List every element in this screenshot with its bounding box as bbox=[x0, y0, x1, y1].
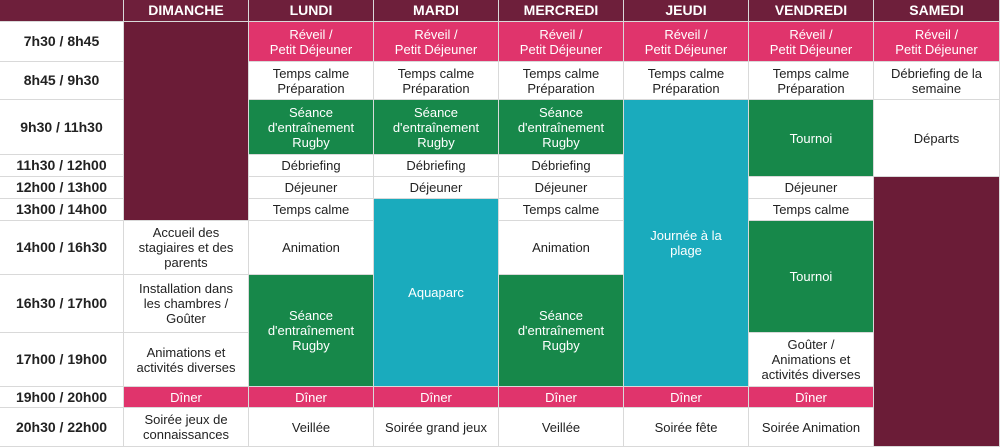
time-slot: 16h30 / 17h00 bbox=[0, 275, 123, 332]
activity-cell: Tournoi bbox=[749, 100, 873, 176]
activity-cell: Réveil / Petit Déjeuner bbox=[374, 22, 498, 61]
activity-cell: Dîner bbox=[499, 387, 623, 407]
activity-cell: Réveil / Petit Déjeuner bbox=[874, 22, 999, 61]
activity-cell: Temps calme bbox=[499, 199, 623, 220]
activity-cell: Déjeuner bbox=[374, 177, 498, 198]
time-slot: 13h00 / 14h00 bbox=[0, 199, 123, 220]
activity-cell: Débriefing de la semaine bbox=[874, 62, 999, 99]
activity-cell: Temps calme Préparation bbox=[749, 62, 873, 99]
activity-cell: Animation bbox=[249, 221, 373, 274]
activity-cell: Réveil / Petit Déjeuner bbox=[499, 22, 623, 61]
time-slot: 19h00 / 20h00 bbox=[0, 387, 123, 407]
activity-cell: Réveil / Petit Déjeuner bbox=[624, 22, 748, 61]
activity-cell: Goûter / Animations et activités diverse… bbox=[749, 333, 873, 386]
activity-cell: Dîner bbox=[374, 387, 498, 407]
activity-cell: Tournoi bbox=[749, 221, 873, 332]
activity-cell: Réveil / Petit Déjeuner bbox=[249, 22, 373, 61]
activity-cell: Débriefing bbox=[374, 155, 498, 176]
activity-cell: Animation bbox=[499, 221, 623, 274]
day-header: SAMEDI bbox=[874, 0, 999, 21]
time-slot: 20h30 / 22h00 bbox=[0, 408, 123, 446]
time-slot: 12h00 / 13h00 bbox=[0, 177, 123, 198]
activity-cell: Accueil des stagiaires et des parents bbox=[124, 221, 248, 274]
time-slot: 14h00 / 16h30 bbox=[0, 221, 123, 274]
activity-cell: Temps calme Préparation bbox=[249, 62, 373, 99]
activity-cell: Débriefing bbox=[249, 155, 373, 176]
activity-cell: Installation dans les chambres / Goûter bbox=[124, 275, 248, 332]
activity-cell: Déjeuner bbox=[749, 177, 873, 198]
activity-cell: Dîner bbox=[124, 387, 248, 407]
activity-cell: Temps calme Préparation bbox=[624, 62, 748, 99]
activity-cell: Dîner bbox=[249, 387, 373, 407]
activity-cell: Séance d'entraînement Rugby bbox=[499, 275, 623, 386]
activity-cell: Déjeuner bbox=[499, 177, 623, 198]
day-header: LUNDI bbox=[249, 0, 373, 21]
day-header: MERCREDI bbox=[499, 0, 623, 21]
empty-cell bbox=[874, 177, 999, 446]
activity-cell: Débriefing bbox=[499, 155, 623, 176]
header-corner bbox=[0, 0, 123, 21]
activity-cell: Séance d'entraînement Rugby bbox=[249, 100, 373, 154]
time-slot: 11h30 / 12h00 bbox=[0, 155, 123, 176]
activity-cell: Soirée grand jeux bbox=[374, 408, 498, 446]
day-header: MARDI bbox=[374, 0, 498, 21]
activity-cell: Séance d'entraînement Rugby bbox=[374, 100, 498, 154]
activity-cell: Temps calme Préparation bbox=[499, 62, 623, 99]
time-slot: 7h30 / 8h45 bbox=[0, 22, 123, 61]
activity-cell: Temps calme Préparation bbox=[374, 62, 498, 99]
activity-cell: Veillée bbox=[499, 408, 623, 446]
activity-cell: Réveil / Petit Déjeuner bbox=[749, 22, 873, 61]
activity-cell: Journée à la plage bbox=[624, 100, 748, 386]
activity-cell: Séance d'entraînement Rugby bbox=[249, 275, 373, 386]
activity-cell: Déjeuner bbox=[249, 177, 373, 198]
activity-cell: Soirée Animation bbox=[749, 408, 873, 446]
day-header: JEUDI bbox=[624, 0, 748, 21]
activity-cell: Aquaparc bbox=[374, 199, 498, 386]
activity-cell: Dîner bbox=[749, 387, 873, 407]
day-header: VENDREDI bbox=[749, 0, 873, 21]
activity-cell: Dîner bbox=[624, 387, 748, 407]
activity-cell: Animations et activités diverses bbox=[124, 333, 248, 386]
day-header: DIMANCHE bbox=[124, 0, 248, 21]
activity-cell: Départs bbox=[874, 100, 999, 176]
empty-cell bbox=[124, 22, 248, 220]
activity-cell: Temps calme bbox=[749, 199, 873, 220]
activity-cell: Soirée fête bbox=[624, 408, 748, 446]
activity-cell: Soirée jeux de connaissances bbox=[124, 408, 248, 446]
time-slot: 8h45 / 9h30 bbox=[0, 62, 123, 99]
time-slot: 9h30 / 11h30 bbox=[0, 100, 123, 154]
time-slot: 17h00 / 19h00 bbox=[0, 333, 123, 386]
activity-cell: Temps calme bbox=[249, 199, 373, 220]
activity-cell: Séance d'entraînement Rugby bbox=[499, 100, 623, 154]
activity-cell: Veillée bbox=[249, 408, 373, 446]
